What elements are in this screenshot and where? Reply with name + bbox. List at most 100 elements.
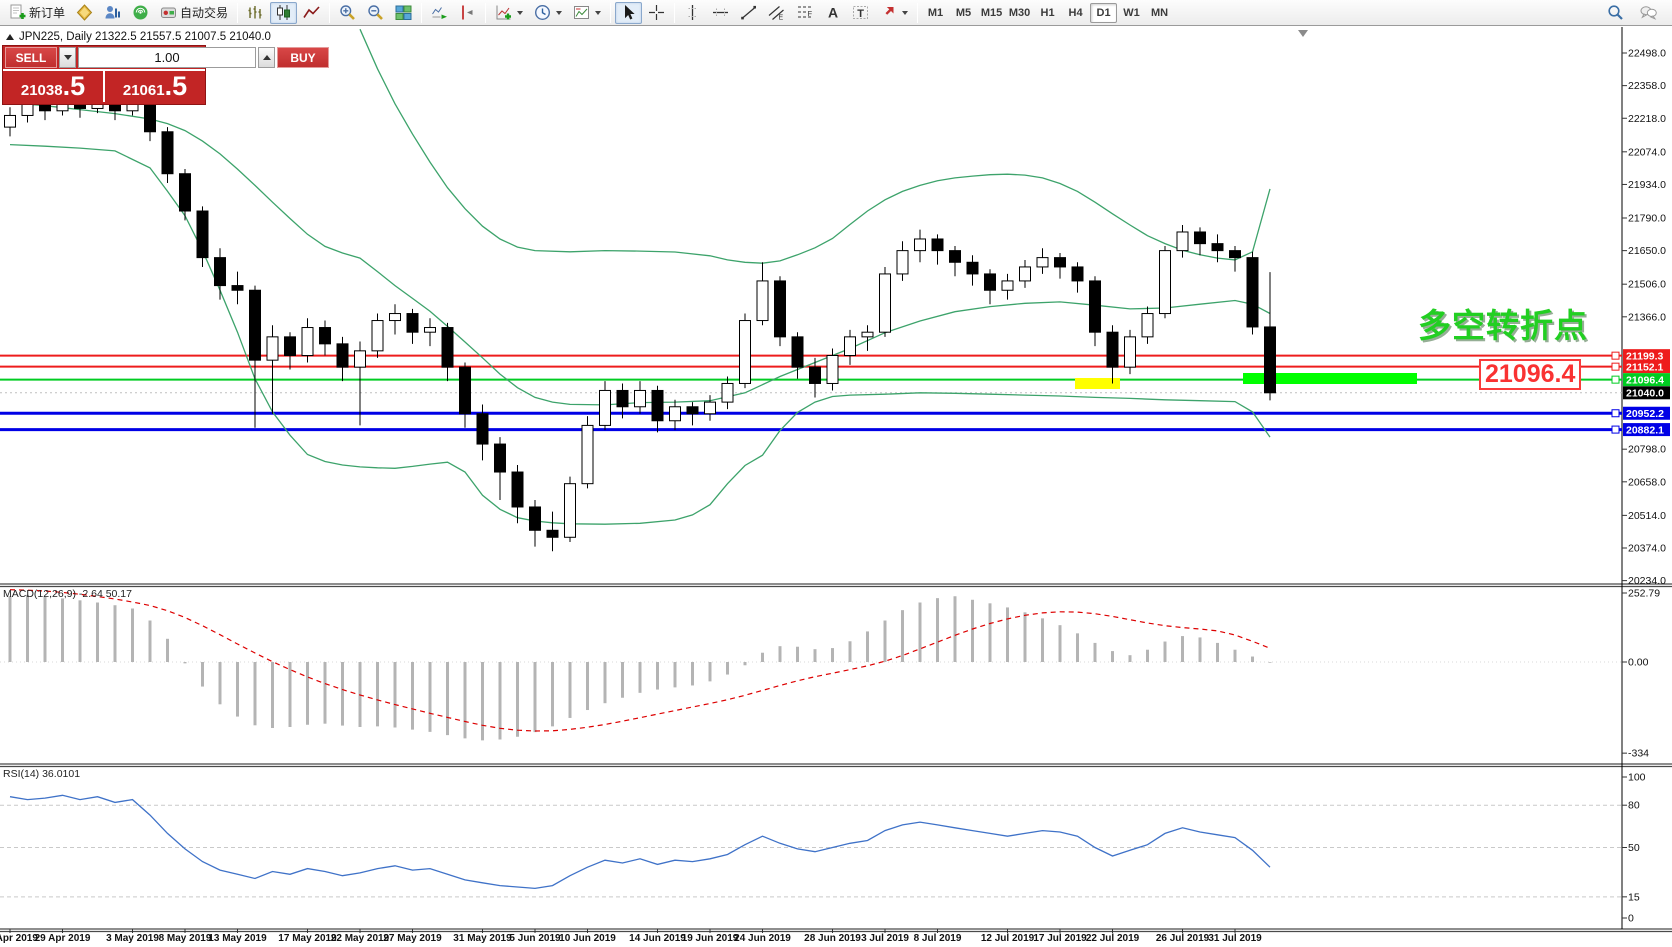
toolbar-chat-button[interactable] (1635, 2, 1662, 24)
volume-increase-button[interactable] (258, 47, 275, 68)
sell-button[interactable]: SELL (5, 47, 57, 68)
toolbar-arrows-button[interactable] (875, 2, 913, 24)
autotrading-icon (161, 7, 177, 18)
svg-text:21096.4: 21096.4 (1626, 374, 1664, 386)
svg-text:-334: -334 (1628, 748, 1649, 760)
wizard-icon (76, 4, 93, 21)
toolbar: 新订单 自动交易 E F A T M1 M5 M15 M30 H1 H4 D1 W1 MN (0, 0, 1672, 26)
candle (1264, 326, 1276, 394)
toolbar-zoom-in-button[interactable] (334, 2, 361, 24)
svg-text:24 Jun 2019: 24 Jun 2019 (734, 933, 791, 944)
volume-decrease-button[interactable] (59, 47, 76, 68)
toolbar-templates-button[interactable] (568, 2, 606, 24)
candle (1071, 266, 1084, 282)
collapse-icon[interactable] (6, 34, 14, 40)
svg-text:21152.1: 21152.1 (1626, 361, 1664, 373)
scroll-to-end-icon[interactable] (1298, 30, 1308, 37)
svg-text:100: 100 (1628, 772, 1646, 784)
chevron-down-icon (517, 10, 524, 15)
toolbar-text-label-button[interactable]: T (847, 2, 874, 24)
toolbar-tf-w1-label: W1 (1123, 6, 1140, 19)
toolbar-signals-button[interactable] (127, 2, 154, 24)
rsi-line (9, 794, 1271, 890)
toolbar-new-order-button[interactable]: 新订单 (4, 2, 70, 24)
clock-icon (535, 4, 551, 21)
svg-text:12 Jul 2019: 12 Jul 2019 (981, 933, 1035, 944)
toolbar-indicators-button[interactable] (490, 2, 528, 24)
candle (266, 336, 279, 361)
macd-panel: 252.79 0.00 -334 (0, 588, 1660, 760)
fibo-icon: F (798, 6, 813, 18)
buy-price: 21061 .5 (105, 71, 205, 102)
chart-window[interactable]: 22498.0 22358.0 22218.0 22074.0 21934.0 21790… (0, 27, 1672, 947)
toolbar-tf-m30-button[interactable]: M30 (1006, 3, 1033, 23)
template-icon (574, 6, 590, 19)
price-axis[interactable]: 22498.0 22358.0 22218.0 22074.0 21934.0 21790… (1622, 48, 1666, 588)
candle (179, 173, 191, 212)
toolbar-autotrading-button[interactable]: 自动交易 (155, 2, 233, 24)
toolbar-vertical-line-button[interactable] (679, 2, 706, 24)
toolbar-tile-windows-button[interactable] (390, 2, 417, 24)
candle (196, 210, 209, 259)
toolbar-horizontal-line-button[interactable] (707, 2, 734, 24)
candle (599, 389, 611, 426)
toolbar-tf-h1-button[interactable]: H1 (1034, 3, 1061, 23)
toolbar-fibonacci-button[interactable]: F (791, 2, 818, 24)
toolbar-zoom-out-button[interactable] (362, 2, 389, 24)
candle (826, 354, 839, 384)
candle (284, 336, 296, 356)
candle (914, 238, 926, 252)
candle (1054, 257, 1066, 268)
toolbar-search-button[interactable] (1602, 2, 1629, 24)
toolbar-bar-chart-button[interactable] (242, 2, 269, 24)
svg-text:19 Jun 2019: 19 Jun 2019 (682, 933, 739, 944)
svg-text:17 May 2019: 17 May 2019 (278, 933, 337, 944)
turning-point-annotation: 多空转折点 (1418, 307, 1588, 344)
channel-icon: E (768, 6, 784, 21)
toolbar-trendline-button[interactable] (735, 2, 762, 24)
toolbar-tf-h4-button[interactable]: H4 (1062, 3, 1089, 23)
chart-title-text: JPN225, Daily 21322.5 21557.5 21007.5 21… (19, 31, 271, 43)
toolbar-mql-wizard-button[interactable] (71, 2, 98, 24)
toolbar-profile-button[interactable] (99, 2, 126, 24)
candle (459, 366, 471, 415)
toolbar-line-chart-button[interactable] (298, 2, 325, 24)
buy-button[interactable]: BUY (277, 47, 329, 68)
toolbar-tf-m15-button[interactable]: M15 (978, 3, 1005, 23)
sell-price-main: 21038 (20, 82, 63, 99)
toolbar-candle-chart-button[interactable] (270, 1, 298, 24)
toolbar-text-button[interactable]: A (819, 2, 846, 24)
candle (511, 471, 524, 508)
toolbar-tf-d1-button[interactable]: D1 (1090, 2, 1118, 23)
toolbar-chart-shift-button[interactable] (454, 2, 481, 24)
toolbar-equidistant-channel-button[interactable]: E (763, 2, 790, 24)
volume-input[interactable] (78, 47, 256, 68)
toolbar-tf-m5-button[interactable]: M5 (950, 3, 977, 23)
sell-price-frac: .5 (62, 71, 86, 101)
toolbar-tf-w1-button[interactable]: W1 (1118, 3, 1145, 23)
toolbar-cursor-button[interactable] (615, 1, 643, 24)
candle (1229, 250, 1241, 259)
toolbar-periods-button[interactable] (529, 2, 567, 24)
chat-icon (1640, 6, 1657, 20)
candle (984, 273, 996, 291)
svg-text:T: T (857, 8, 864, 20)
toolbar-tf-m1-button[interactable]: M1 (922, 3, 949, 23)
chart-title: JPN225, Daily 21322.5 21557.5 21007.5 21… (6, 31, 271, 43)
candle (319, 327, 331, 345)
toolbar-tf-m15-label: M15 (980, 6, 1003, 19)
toolbar-tf-mn-button[interactable]: MN (1146, 3, 1173, 23)
candle (546, 529, 559, 538)
toolbar-tf-mn-label: MN (1150, 6, 1169, 19)
svg-text:22498.0: 22498.0 (1628, 48, 1666, 60)
candle (1159, 250, 1171, 315)
cursor-icon (625, 5, 635, 20)
candle (756, 280, 769, 322)
svg-text:22 Jul 2019: 22 Jul 2019 (1086, 933, 1140, 944)
price-chart-canvas[interactable]: 22498.0 22358.0 22218.0 22074.0 21934.0 21790… (0, 27, 1672, 947)
macd-indicator-label: MACD(12,26,9) -2.64 50.17 (3, 588, 132, 600)
toolbar-crosshair-button[interactable] (643, 2, 670, 24)
toolbar-auto-scroll-button[interactable] (426, 2, 453, 24)
